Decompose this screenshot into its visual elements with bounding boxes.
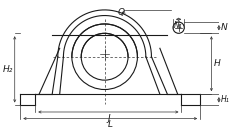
Text: N: N (220, 23, 226, 32)
Text: H: H (212, 59, 219, 68)
Text: H₂: H₂ (3, 65, 13, 74)
Text: L: L (107, 120, 112, 129)
Text: Q: Q (117, 8, 125, 17)
Text: J: J (107, 114, 109, 123)
Text: N₁: N₁ (174, 21, 182, 30)
Text: H₁: H₁ (220, 95, 229, 104)
